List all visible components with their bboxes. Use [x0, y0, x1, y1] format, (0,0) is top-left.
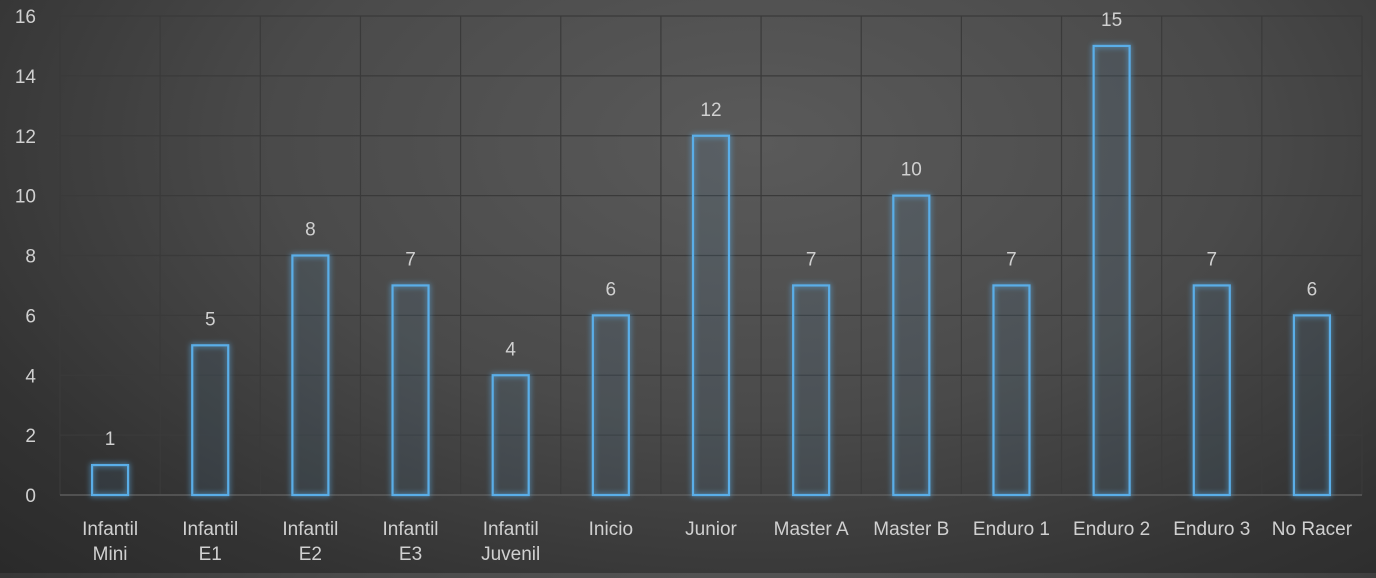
bar [391, 284, 430, 497]
bar [892, 194, 931, 497]
y-tick-label: 2 [25, 426, 36, 447]
data-label: 10 [901, 160, 922, 181]
data-label: 7 [1006, 249, 1017, 270]
x-tick-label: No Racer [1272, 519, 1353, 540]
bar [691, 134, 731, 497]
bar [191, 344, 230, 497]
data-label: 7 [1206, 249, 1217, 270]
y-tick-label: 10 [15, 187, 36, 208]
x-tick-label: Junior [685, 519, 737, 540]
x-tick-label: Enduro 2 [1073, 519, 1150, 540]
x-tick-labels: Infantil Mini Infantil E1 Infantil E2 Infantil… [82, 519, 1353, 565]
bars [90, 44, 1332, 497]
bar [1192, 284, 1231, 497]
x-tick-label: Infantil E1 [182, 519, 238, 565]
data-label: 6 [606, 279, 617, 300]
data-label: 15 [1101, 10, 1122, 31]
data-label: 5 [205, 309, 216, 330]
y-tick-label: 12 [15, 127, 36, 148]
bar [1092, 44, 1131, 497]
bar [591, 314, 630, 497]
data-label: 1 [105, 429, 116, 450]
x-tick-label: Infantil E2 [282, 519, 338, 565]
x-tick-label: Infantil E3 [383, 519, 439, 565]
y-tick-label: 14 [15, 67, 37, 88]
y-tick-label: 6 [25, 306, 36, 327]
bar [792, 284, 831, 497]
x-tick-label: Infantil Juvenil [481, 519, 540, 565]
x-tick-label: Enduro 3 [1173, 519, 1250, 540]
bar [291, 254, 330, 497]
data-label: 7 [806, 249, 817, 270]
data-label: 6 [1307, 279, 1318, 300]
data-label: 7 [405, 249, 416, 270]
x-tick-label: Infantil Mini [82, 519, 138, 565]
x-tick-label: Master A [774, 519, 849, 540]
y-tick-label: 4 [25, 366, 36, 387]
data-label: 8 [305, 220, 316, 241]
x-tick-label: Inicio [589, 519, 633, 540]
bar [1292, 314, 1332, 497]
bar [491, 374, 530, 497]
y-tick-labels: 0 2 4 6 8 10 12 14 16 [15, 7, 37, 507]
data-label: 12 [700, 100, 721, 121]
y-tick-label: 0 [25, 486, 36, 507]
x-tick-label: Enduro 1 [973, 519, 1050, 540]
data-label: 4 [505, 339, 516, 360]
x-tick-label: Master B [873, 519, 949, 540]
y-tick-label: 8 [25, 247, 36, 268]
bar [90, 463, 130, 497]
y-tick-label: 16 [15, 7, 36, 28]
bar [992, 284, 1031, 497]
